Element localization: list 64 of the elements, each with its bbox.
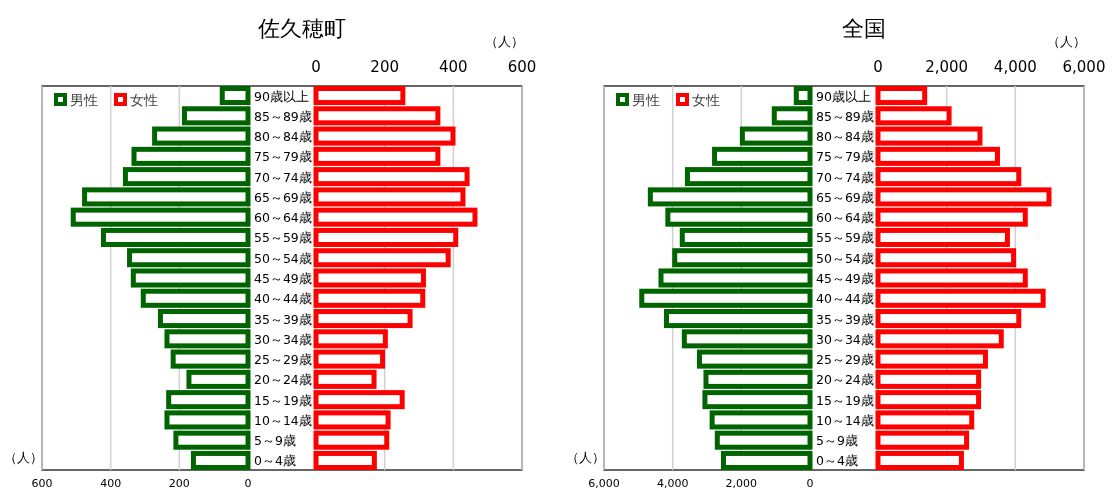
y-tick-label: 80～84歳 [254, 129, 312, 145]
x-axis-title: （人） [4, 450, 43, 465]
text: 全国 [842, 16, 886, 41]
y-tick-label: 30～34歳 [254, 331, 312, 347]
y-tick-label: 45～49歳 [816, 271, 874, 286]
y-tick-label: 10～14歳 [816, 412, 874, 428]
y-tick-label: 25～29歳 [254, 352, 312, 368]
y-tick-label: 60～64歳 [816, 210, 874, 226]
y-tick-label: 60～64歳 [254, 210, 312, 226]
x-tick-label: 0 [311, 58, 321, 76]
y-tick-label: 75～79歳 [816, 149, 874, 165]
legend-label: 男性 [70, 92, 98, 108]
legend-label: 女性 [692, 92, 720, 108]
y-tick-label: 90歳以上 [816, 88, 871, 104]
x-axis-title: （人） [485, 34, 524, 49]
y-tick-label: 20～24歳 [254, 372, 312, 388]
y-tick-label: 10～14歳 [254, 412, 312, 428]
y-tick-label: 5～9歳 [816, 433, 858, 449]
y-tick-label: 70～74歳 [254, 169, 312, 185]
y-tick-label: 15～19歳 [816, 392, 874, 408]
y-tick-label: 0～4歳 [816, 453, 858, 469]
legend-label: 男性 [632, 92, 660, 108]
x-tick-label: 6,000 [1062, 58, 1106, 76]
x-axis-title: （人） [566, 450, 605, 465]
x-tick-label: 400 [439, 58, 468, 76]
y-tick-label: 50～54歳 [254, 250, 312, 266]
x-tick-label: 6,000 [588, 477, 620, 490]
y-tick-label: 70～74歳 [816, 169, 874, 185]
y-tick-label: 55～59歳 [254, 230, 312, 246]
y-tick-label: 0～4歳 [254, 453, 296, 469]
legend-label: 女性 [130, 92, 158, 108]
y-tick-label: 5～9歳 [254, 433, 296, 449]
y-tick-label: 65～69歳 [816, 189, 874, 205]
y-tick-label: 40～44歳 [816, 291, 874, 307]
y-tick-label: 85～89歳 [816, 108, 874, 124]
x-tick-label: 0 [873, 58, 883, 76]
x-tick-label: 2,000 [925, 58, 969, 76]
x-tick-label: 4,000 [656, 477, 689, 490]
y-tick-label: 25～29歳 [816, 352, 874, 368]
x-tick-label: 2,000 [725, 477, 758, 490]
y-tick-label: 35～39歳 [816, 311, 874, 327]
y-tick-label: 55～59歳 [816, 230, 874, 246]
x-axis-title: （人） [1047, 34, 1086, 49]
x-tick-label: 400 [100, 477, 122, 490]
x-tick-label: 4,000 [993, 58, 1037, 76]
y-tick-label: 75～79歳 [254, 149, 312, 165]
y-tick-label: 80～84歳 [816, 129, 874, 145]
y-tick-label: 15～19歳 [254, 392, 312, 408]
y-tick-label: 90歳以上 [254, 88, 309, 104]
y-tick-label: 20～24歳 [816, 372, 874, 388]
x-tick-label: 600 [507, 58, 537, 76]
x-tick-label: 0 [806, 477, 814, 490]
y-tick-label: 50～54歳 [816, 250, 874, 266]
y-tick-label: 30～34歳 [816, 331, 874, 347]
x-tick-label: 200 [168, 477, 190, 490]
x-tick-label: 200 [370, 58, 399, 76]
text: 佐久穂町 [258, 16, 346, 41]
y-tick-label: 40～44歳 [254, 291, 312, 307]
y-tick-label: 85～89歳 [254, 108, 312, 124]
y-tick-label: 45～49歳 [254, 271, 312, 286]
y-tick-label: 35～39歳 [254, 311, 312, 327]
x-tick-label: 600 [31, 477, 53, 490]
x-tick-label: 0 [244, 477, 252, 490]
y-tick-label: 65～69歳 [254, 189, 312, 205]
